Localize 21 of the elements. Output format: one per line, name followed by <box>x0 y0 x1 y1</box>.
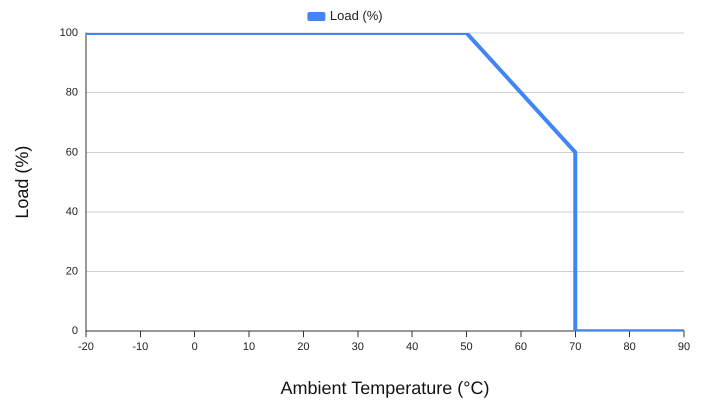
x-tick-label: 50 <box>460 340 473 353</box>
x-tick-label: 20 <box>297 340 310 353</box>
y-tick-label: 80 <box>66 86 78 99</box>
x-tick-label: 60 <box>514 340 528 353</box>
y-tick-label: 0 <box>72 325 78 338</box>
y-tick-label: 20 <box>66 266 78 278</box>
x-tick-label: 80 <box>624 340 636 353</box>
x-tick-label: 10 <box>242 340 256 353</box>
y-tick-label: 40 <box>66 206 78 218</box>
legend-label: Load (%) <box>330 8 383 24</box>
x-axis-title: Ambient Temperature (°C) <box>280 378 490 398</box>
x-tick-label: -20 <box>78 340 94 353</box>
x-tick-label: 70 <box>569 340 582 353</box>
x-tick-label: 90 <box>678 340 690 353</box>
x-tick-label: 40 <box>406 340 418 353</box>
x-tick-label: 0 <box>192 340 198 353</box>
x-tick-label: -10 <box>132 340 148 353</box>
y-tick-label: 60 <box>66 146 78 158</box>
y-axis-title: Load (%) <box>12 146 32 219</box>
y-tick-label: 100 <box>60 27 78 40</box>
x-tick-label: 30 <box>352 340 364 353</box>
